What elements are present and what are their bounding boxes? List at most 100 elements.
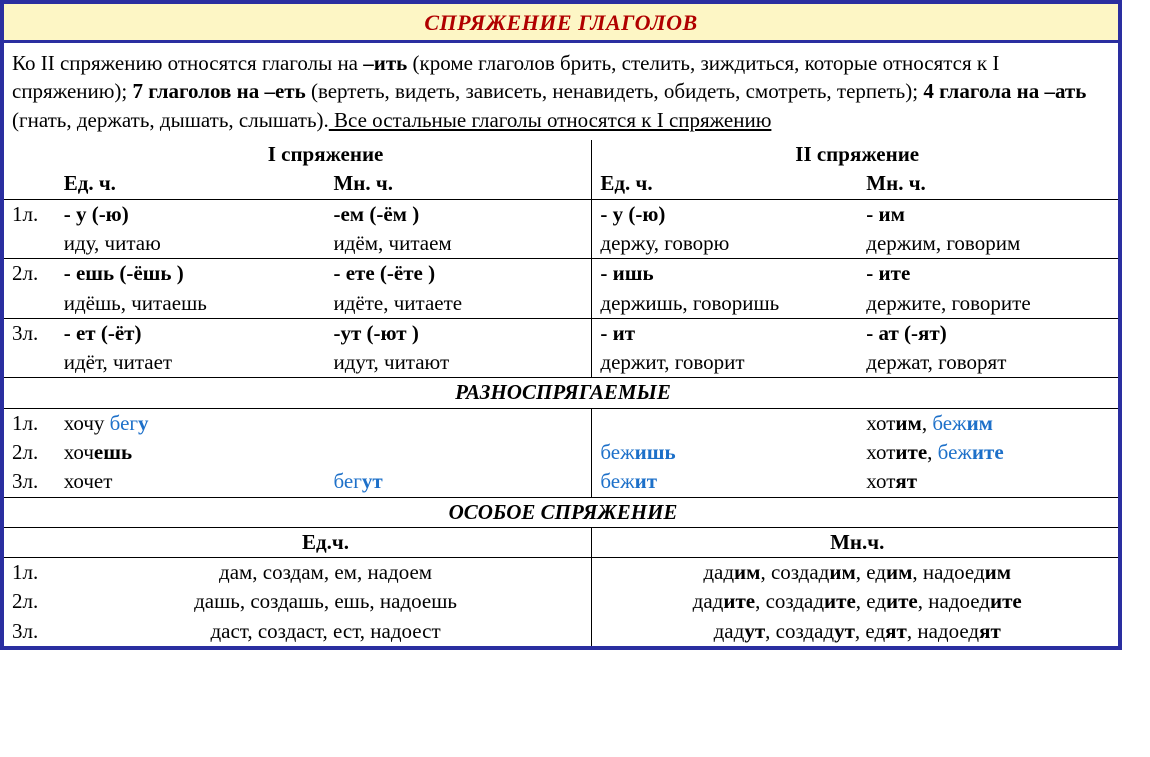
special-cell: дадим, создадим, едим, надоедим [592, 558, 1118, 588]
txt: ешь [94, 440, 132, 464]
ending-cell: - у (-ю) [592, 199, 858, 229]
mix-cell: хочу бегу [56, 408, 326, 438]
mix-cell: бежишь [592, 438, 858, 467]
txt: хоч [64, 440, 94, 464]
txt-blue: бегут [333, 469, 382, 493]
table-row: Ед. ч. Мн. ч. Ед. ч. Мн. ч. [4, 169, 1118, 199]
txt: , [922, 411, 933, 435]
txt: ите [972, 440, 1004, 464]
table-row: 1л. - у (-ю) -ем (-ём ) - у (-ю) - им [4, 199, 1118, 229]
ending-cell: - у (-ю) [56, 199, 326, 229]
special-cell: даст, создаст, ест, надоест [56, 617, 592, 646]
txt: ут [362, 469, 383, 493]
txt: хот [866, 440, 895, 464]
example-cell: идёшь, читаешь [56, 289, 326, 319]
person-label: 1л. [4, 408, 56, 438]
example-cell: идёте, читаете [325, 289, 591, 319]
txt: хот [866, 411, 895, 435]
txt-blue: бежите [938, 440, 1004, 464]
special-cell: дадите, создадите, едите, надоедите [592, 587, 1118, 616]
ending-cell: - ат (-ят) [858, 318, 1118, 348]
person-label: 2л. [4, 587, 56, 616]
mix-cell: хочет [56, 467, 326, 497]
conjugation-table: I спряжение II спряжение Ед. ч. Мн. ч. Е… [4, 140, 1118, 646]
intro-bold: –ить [363, 51, 407, 75]
table-row: иду, читаю идём, читаем держу, говорю де… [4, 229, 1118, 259]
example-cell: держите, говорите [858, 289, 1118, 319]
txt: ите [895, 440, 927, 464]
txt-blue: бежим [932, 411, 993, 435]
subhead-mn: Мн. ч. [858, 169, 1118, 199]
subhead-ed: Ед. ч. [592, 169, 858, 199]
section-header-mixed: РАЗНОСПРЯГАЕМЫЕ [4, 378, 1118, 408]
table-row: I спряжение II спряжение [4, 140, 1118, 169]
txt: у [138, 411, 149, 435]
txt: хот [866, 469, 895, 493]
ending-cell: -ут (-ют ) [325, 318, 591, 348]
person-label: 3л. [4, 467, 56, 497]
example-cell: держат, говорят [858, 348, 1118, 378]
table-row: 3л. хочет бегут бежит хотят [4, 467, 1118, 497]
person-label: 2л. [4, 259, 56, 289]
mix-cell: бегут [325, 467, 591, 497]
table-row: РАЗНОСПРЯГАЕМЫЕ [4, 378, 1118, 408]
ending-cell: -ем (-ём ) [325, 199, 591, 229]
intro-seg: (гнать, держать, дышать, слышать). [12, 108, 329, 132]
example-cell: идём, читаем [325, 229, 591, 259]
ending-cell: - ит [592, 318, 858, 348]
section-header-special: ОСОБОЕ СПРЯЖЕНИЕ [4, 497, 1118, 527]
txt: ишь [635, 440, 676, 464]
person-label: 3л. [4, 617, 56, 646]
table-row: 2л. хочешь бежишь хотите, бежите [4, 438, 1118, 467]
txt: беж [932, 411, 966, 435]
intro-paragraph: Ко II спряжению относятся глаголы на –ит… [4, 43, 1118, 140]
mix-cell: хотим, бежим [858, 408, 1118, 438]
txt: им [967, 411, 993, 435]
ending-cell: - им [858, 199, 1118, 229]
table-row: идёшь, читаешь идёте, читаете держишь, г… [4, 289, 1118, 319]
table-row: Ед.ч. Мн.ч. [4, 527, 1118, 557]
special-cell: дашь, создашь, ешь, надоешь [56, 587, 592, 616]
person-label: 1л. [4, 199, 56, 229]
table-row: 1л. дам, создам, ем, надоем дадим, созда… [4, 558, 1118, 588]
ending-cell: - ет (-ёт) [56, 318, 326, 348]
ending-cell: - ете (-ёте ) [325, 259, 591, 289]
intro-seg: Ко II спряжению относятся глаголы на [12, 51, 363, 75]
person-label: 1л. [4, 558, 56, 588]
intro-bold: 4 глагола на –ать [923, 79, 1086, 103]
page-title: СПРЯЖЕНИЕ ГЛАГОЛОВ [4, 4, 1118, 43]
table-row: 3л. - ет (-ёт) -ут (-ют ) - ит - ат (-ят… [4, 318, 1118, 348]
txt-blue: бегу [110, 411, 149, 435]
table-row: 3л. даст, создаст, ест, надоест дадут, с… [4, 617, 1118, 646]
person-label: 3л. [4, 318, 56, 348]
ending-cell: - ешь (-ёшь ) [56, 259, 326, 289]
table-row: 2л. - ешь (-ёшь ) - ете (-ёте ) - ишь - … [4, 259, 1118, 289]
example-cell: идёт, читает [56, 348, 326, 378]
col-header-conj1: I спряжение [56, 140, 592, 169]
example-cell: идут, читают [325, 348, 591, 378]
subhead-ed: Ед. ч. [56, 169, 326, 199]
special-cell: дадут, создадут, едят, надоедят [592, 617, 1118, 646]
person-label: 2л. [4, 438, 56, 467]
txt: беж [600, 469, 634, 493]
table-row: идёт, читает идут, читают держит, говори… [4, 348, 1118, 378]
table-row: 1л. хочу бегу хотим, бежим [4, 408, 1118, 438]
txt: ит [635, 469, 657, 493]
txt: им [895, 411, 921, 435]
mix-cell: хочешь [56, 438, 326, 467]
subhead-mn: Мн.ч. [592, 527, 1118, 557]
txt: бег [333, 469, 361, 493]
col-header-conj2: II спряжение [592, 140, 1118, 169]
txt-blue: бежит [600, 469, 657, 493]
txt: беж [938, 440, 972, 464]
intro-bold: 7 глаголов на –еть [133, 79, 306, 103]
txt: бег [110, 411, 138, 435]
example-cell: иду, читаю [56, 229, 326, 259]
table-row: 2л. дашь, создашь, ешь, надоешь дадите, … [4, 587, 1118, 616]
txt: , [927, 440, 938, 464]
mix-cell: бежит [592, 467, 858, 497]
example-cell: держит, говорит [592, 348, 858, 378]
example-cell: держишь, говоришь [592, 289, 858, 319]
mix-cell: хотите, бежите [858, 438, 1118, 467]
ending-cell: - ите [858, 259, 1118, 289]
